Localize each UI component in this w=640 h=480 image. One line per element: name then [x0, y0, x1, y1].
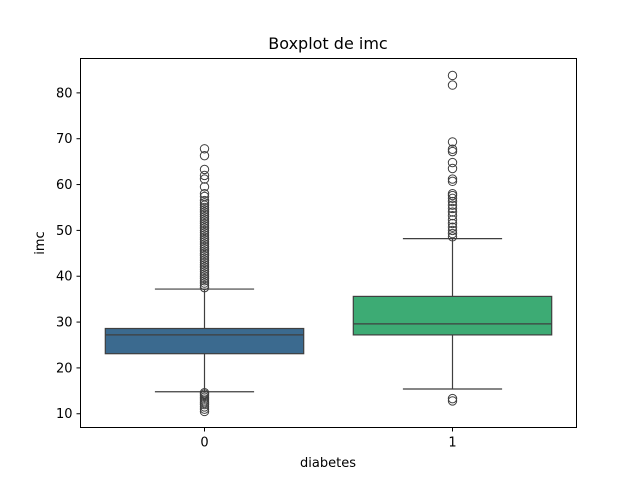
outlier-point [199, 273, 210, 284]
outlier-point [199, 248, 210, 259]
outlier-point [199, 253, 210, 263]
outlier-point [199, 255, 210, 265]
outlier-point [199, 271, 210, 281]
outlier-point [199, 241, 210, 252]
outlier-point [447, 232, 458, 242]
outlier-point [199, 264, 210, 275]
outlier-point [447, 215, 458, 225]
outlier-point [199, 402, 210, 412]
outlier-point [199, 189, 210, 199]
y-tick-label: 50 [56, 224, 73, 239]
outlier-point [199, 170, 210, 181]
outlier-point [447, 228, 458, 239]
outlier-point [199, 260, 210, 270]
outlier-point [199, 266, 210, 277]
outlier-point [199, 221, 210, 231]
outlier-point [199, 244, 210, 254]
outlier-point [447, 207, 458, 217]
x-axis-label: diabetes [300, 456, 356, 471]
y-tick-label: 40 [56, 270, 73, 285]
outlier-point [199, 211, 210, 222]
y-axis-label: imc [33, 231, 48, 254]
outlier-point [447, 193, 458, 204]
outlier-point [199, 227, 210, 238]
outlier-point [447, 137, 458, 147]
outlier-point [199, 218, 210, 229]
y-tick-label: 60 [56, 178, 73, 193]
outlier-point [447, 396, 458, 406]
outlier-point [199, 282, 210, 293]
outlier-point [199, 269, 210, 279]
outlier-point [447, 211, 458, 221]
outlier-point [199, 225, 210, 236]
plot-content [104, 70, 553, 417]
box-group-0 [104, 144, 305, 417]
y-tick-label: 80 [56, 86, 73, 101]
outlier-point [447, 70, 458, 81]
outlier-point [447, 222, 458, 232]
y-tick-label: 70 [56, 132, 73, 147]
outlier-point [199, 262, 210, 272]
outlier-point [199, 239, 210, 249]
outlier-point [199, 234, 210, 245]
outlier-point [447, 146, 458, 157]
outlier-point [199, 174, 210, 184]
outlier-point [447, 393, 458, 404]
outlier-point [199, 250, 210, 261]
outlier-point [447, 176, 458, 187]
outlier-point [199, 209, 210, 220]
outlier-point [447, 203, 458, 214]
box-group-1 [352, 70, 553, 406]
outlier-point [199, 278, 210, 288]
outlier-point [199, 195, 210, 206]
y-tick-label: 20 [56, 361, 73, 376]
outlier-point [199, 144, 210, 154]
outlier-point [199, 246, 210, 256]
outlier-point [447, 225, 458, 236]
outlier-point [447, 218, 458, 229]
outlier-point [199, 237, 210, 247]
iqr-box [104, 327, 305, 355]
outlier-point [199, 216, 210, 226]
outlier-point [447, 174, 458, 184]
outlier-point [199, 280, 210, 291]
outlier-point [199, 202, 210, 213]
outlier-point [447, 196, 458, 207]
outlier-point [447, 80, 458, 90]
chart-title: Boxplot de imc [268, 34, 387, 53]
outlier-point [199, 207, 210, 217]
outlier-point [447, 189, 458, 199]
y-tick-label: 10 [56, 407, 73, 422]
outlier-point [199, 191, 210, 202]
outlier-point [199, 182, 210, 192]
outlier-point [447, 157, 458, 168]
outlier-point [199, 276, 210, 286]
outlier-point [199, 205, 210, 215]
outlier-point [199, 214, 210, 224]
outlier-point [447, 200, 458, 210]
outlier-point [199, 230, 210, 240]
y-axis: 10 20 30 40 50 60 70 80 [56, 86, 81, 422]
outlier-point [199, 164, 210, 175]
outlier-point [447, 163, 458, 174]
x-tick-label: 1 [448, 436, 456, 451]
outlier-point [447, 144, 458, 154]
outlier-point [199, 232, 210, 242]
outlier-point [199, 198, 210, 208]
outlier-point [199, 257, 210, 268]
outlier-point [199, 150, 210, 161]
y-tick-label: 30 [56, 316, 73, 331]
x-tick-label: 0 [200, 436, 208, 451]
plot-frame [80, 58, 577, 428]
iqr-box [352, 295, 553, 336]
outlier-point [199, 223, 210, 233]
outlier-point [199, 387, 210, 398]
